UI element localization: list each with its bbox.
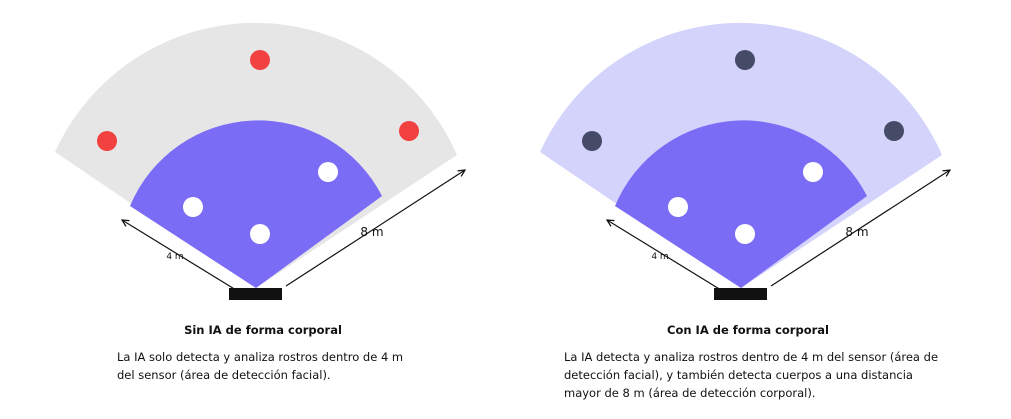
person-dot: [582, 131, 602, 151]
description-line: La IA detecta y analiza rostros dentro d…: [564, 350, 938, 364]
panel-title: Con IA de forma corporal: [667, 323, 829, 337]
person-dot: [250, 224, 270, 244]
face-zone: [130, 120, 382, 288]
sensor: [714, 288, 767, 300]
description-line: mayor de 8 m (área de detección corporal…: [564, 386, 815, 400]
person-dot: [183, 197, 203, 217]
distance-label: 8 m: [360, 225, 383, 239]
face-zone: [615, 120, 867, 288]
person-dot: [884, 121, 904, 141]
panel-title: Sin IA de forma corporal: [184, 323, 342, 337]
arrow: [770, 170, 950, 287]
distance-label: 8 m: [845, 225, 868, 239]
person-dot: [668, 197, 688, 217]
arrow: [285, 170, 465, 287]
panel: 4 m 8 m Sin IA de forma corporal La IA s…: [55, 22, 465, 382]
distance-label: 4 m: [651, 252, 668, 262]
person-dot: [735, 50, 755, 70]
description-line: La IA solo detecta y analiza rostros den…: [117, 350, 403, 364]
person-dot: [97, 131, 117, 151]
distance-label: 4 m: [166, 252, 183, 262]
description-line: del sensor (área de detección facial).: [117, 368, 331, 382]
person-dot: [399, 121, 419, 141]
arrow: [122, 220, 237, 291]
sensor: [229, 288, 282, 300]
person-dot: [735, 224, 755, 244]
person-dot: [318, 162, 338, 182]
description-line: detección facial), y también detecta cue…: [564, 368, 913, 382]
person-dot: [250, 50, 270, 70]
panel: 4 m 8 m Con IA de forma corporal La IA d…: [540, 22, 950, 400]
arrow: [607, 220, 722, 291]
person-dot: [803, 162, 823, 182]
